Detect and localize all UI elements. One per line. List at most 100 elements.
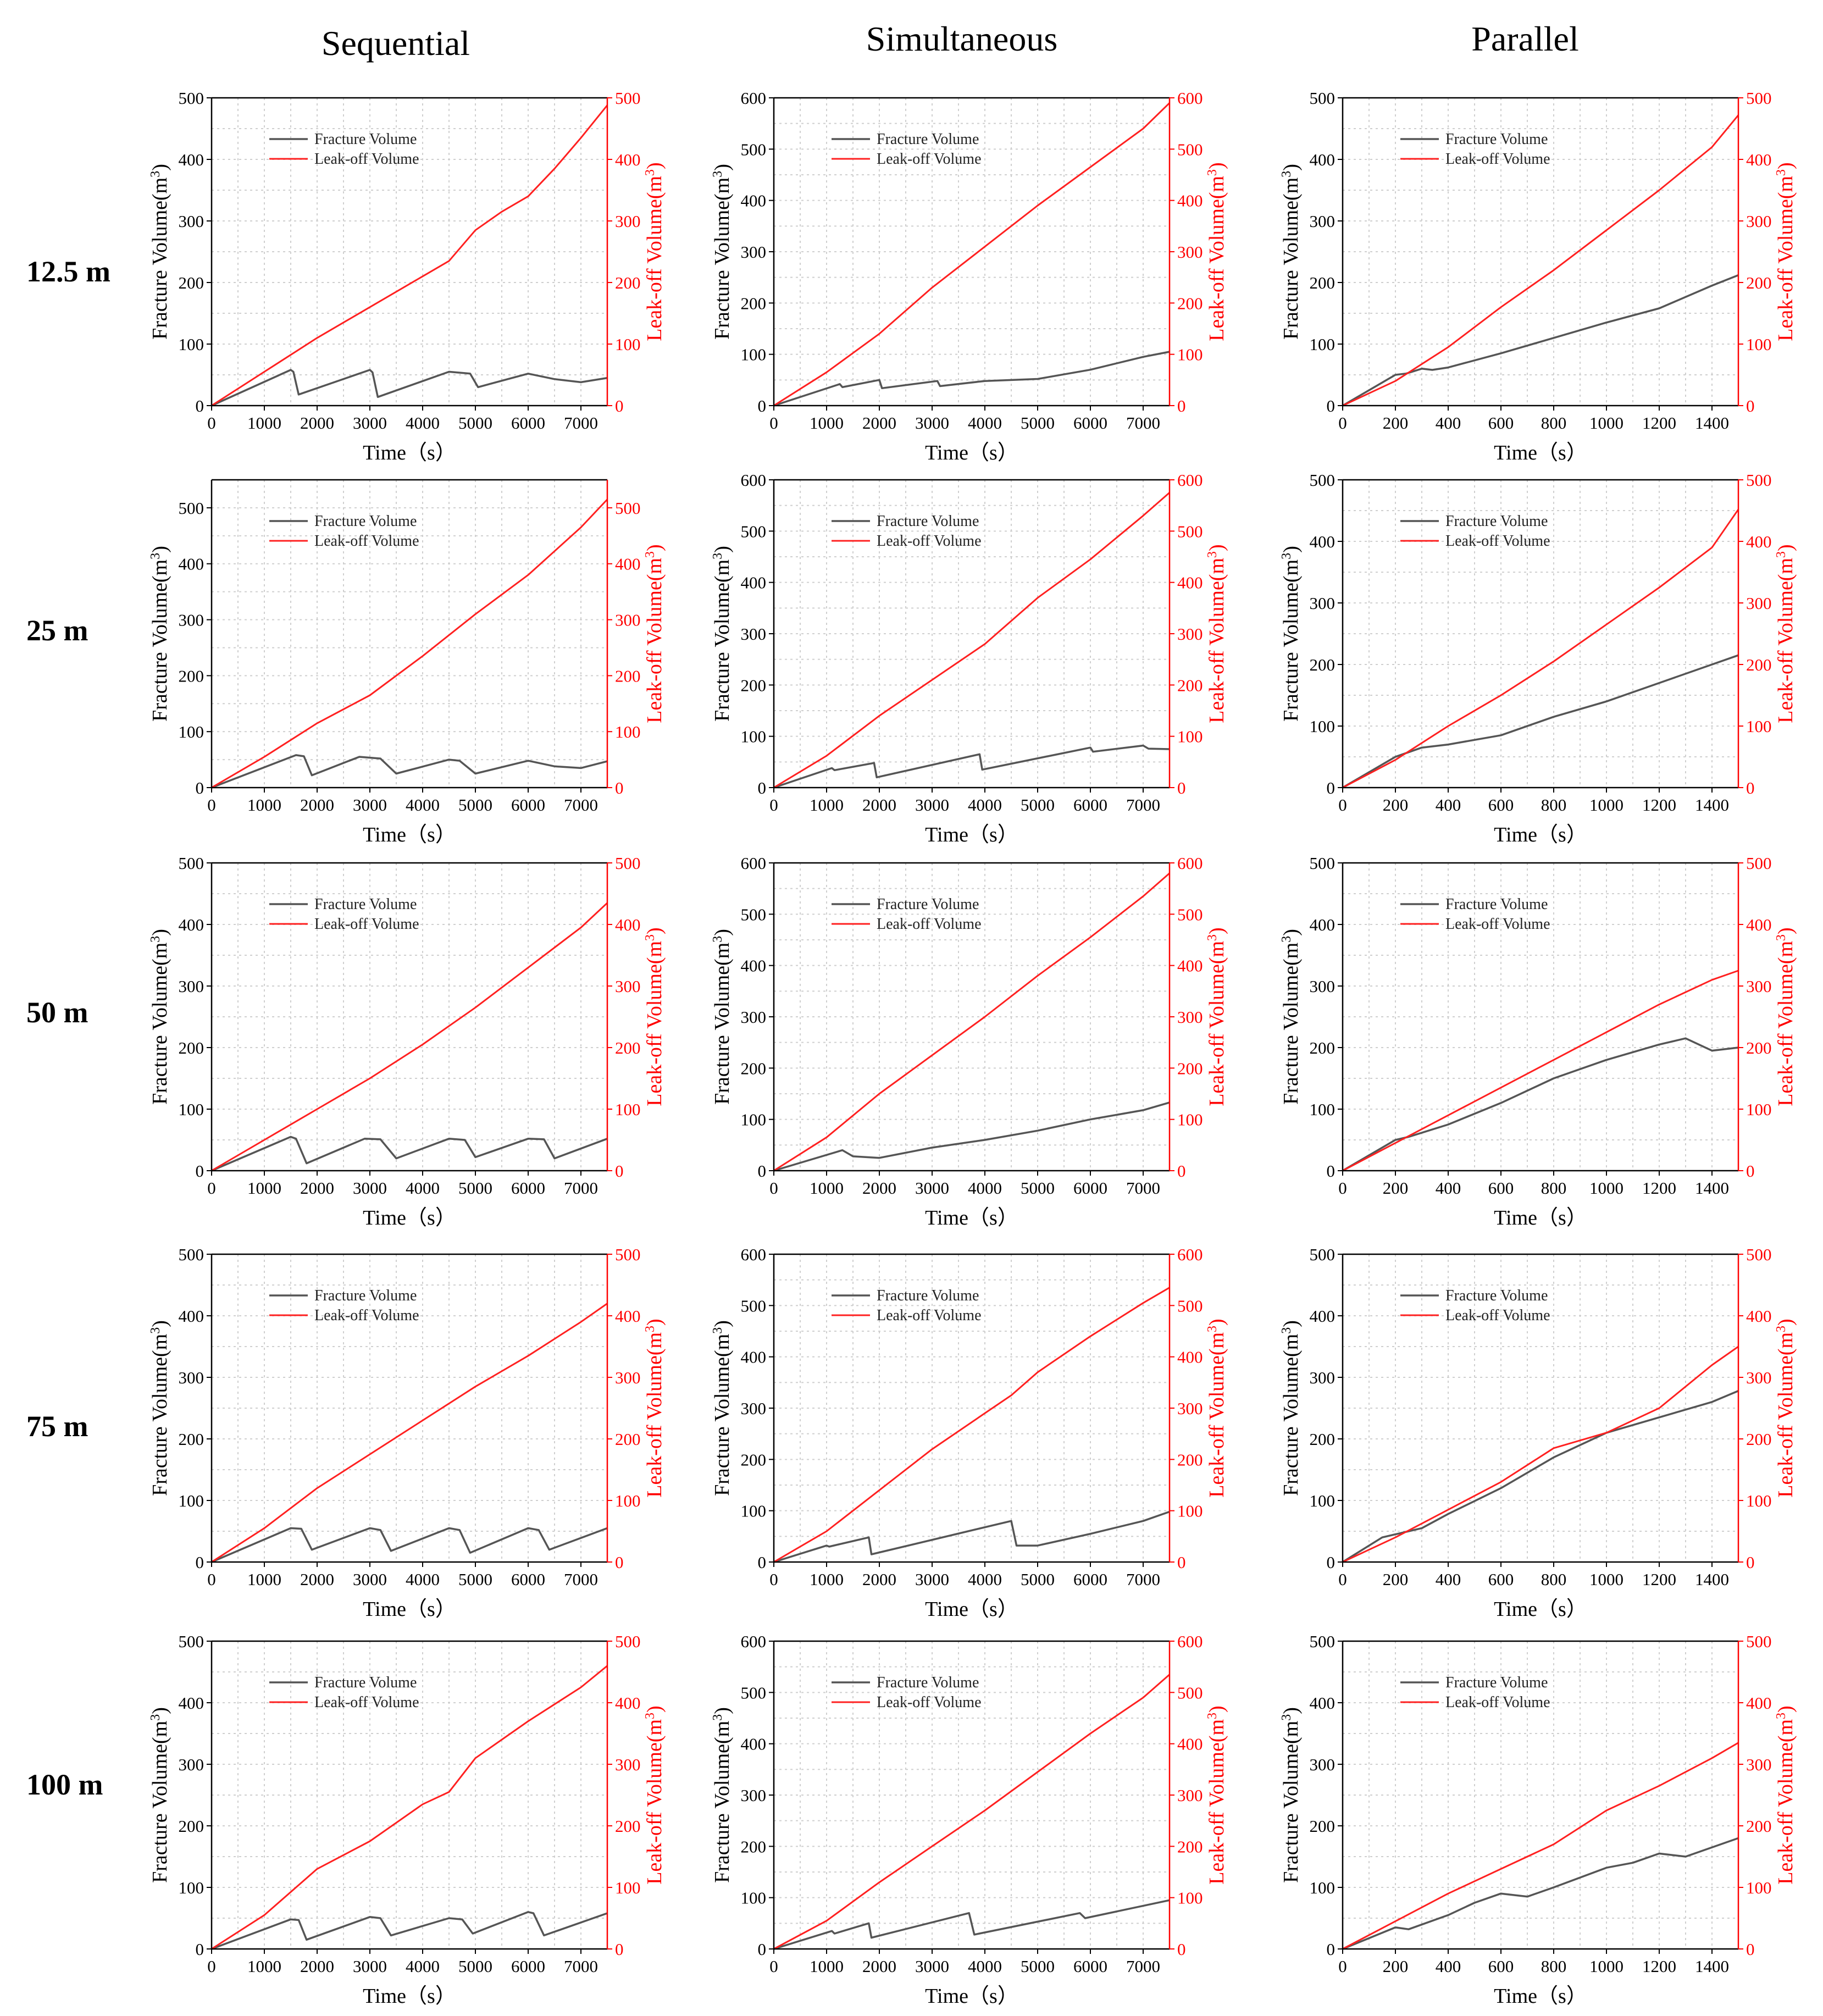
y2-axis-title: Leak-off Volume(m3) (1774, 162, 1797, 341)
series-line-leak-off-volume (211, 902, 608, 1172)
x-tick-label: 7000 (1126, 795, 1160, 815)
y2-tick-label: 400 (1177, 1348, 1203, 1367)
series-line-fracture-volume (773, 1101, 1170, 1172)
y-tick-label: 600 (741, 1632, 767, 1651)
y2-axis-title: Leak-off Volume(m3) (1774, 927, 1797, 1106)
x-tick-label: 800 (1541, 1570, 1567, 1589)
x-tick-label: 400 (1436, 413, 1461, 433)
y2-tick-label: 400 (1746, 532, 1772, 551)
column-title-sequential: Sequential (322, 24, 470, 63)
legend-label-fracture-volume: Fracture Volume (1445, 896, 1548, 913)
x-tick-label: 0 (1338, 1957, 1347, 1976)
y2-tick-label: 500 (615, 1632, 641, 1651)
x-tick-label: 1000 (247, 795, 281, 815)
x-tick-label: 1000 (810, 1570, 844, 1589)
y2-tick-label: 300 (1177, 242, 1203, 262)
x-tick-label: 4000 (968, 795, 1002, 815)
y2-tick-label: 300 (1177, 1399, 1203, 1418)
legend-label-leak-off-volume: Leak-off Volume (1445, 916, 1550, 933)
legend-label-leak-off-volume: Leak-off Volume (314, 1694, 419, 1711)
y-axis-title: Fracture Volume(m3) (1279, 1707, 1303, 1883)
y-tick-label: 300 (741, 242, 767, 262)
series-line-leak-off-volume (773, 872, 1170, 1172)
y-tick-label: 100 (1310, 1100, 1336, 1119)
y-tick-label: 400 (741, 956, 767, 976)
chart-panel-parallel-25-m: 0 200 400 600 800 1000 1200 1400010020030040050… (1279, 470, 1797, 846)
legend-label-leak-off-volume: Leak-off Volume (877, 533, 982, 550)
y2-tick-label: 200 (1177, 293, 1203, 313)
y2-tick-label: 0 (615, 1161, 624, 1181)
y-tick-label: 500 (179, 499, 204, 518)
x-tick-label: 2000 (300, 1178, 334, 1198)
y-tick-label: 500 (741, 140, 767, 159)
x-tick-label: 4000 (406, 795, 440, 815)
y2-tick-label: 0 (1746, 1940, 1755, 1959)
legend-label-fracture-volume: Fracture Volume (1445, 131, 1548, 148)
y-axis-title: Fracture Volume(m3) (711, 1707, 734, 1883)
y-axis-title: Fracture Volume(m3) (148, 929, 171, 1105)
x-tick-label: 400 (1436, 795, 1461, 815)
x-tick-label: 1000 (1589, 795, 1623, 815)
y-axis-title: Fracture Volume(m3) (1279, 164, 1303, 340)
y-tick-label: 500 (741, 522, 767, 541)
legend-label-leak-off-volume: Leak-off Volume (877, 1694, 982, 1711)
y-tick-label: 400 (179, 1693, 204, 1713)
y-tick-label: 300 (1310, 977, 1336, 996)
y2-tick-label: 400 (1746, 1693, 1772, 1713)
y2-tick-label: 300 (1746, 977, 1772, 996)
y2-tick-label: 400 (615, 1306, 641, 1326)
y2-tick-label: 500 (615, 499, 641, 518)
series-line-fracture-volume (211, 1527, 608, 1563)
x-tick-label: 7000 (564, 413, 598, 433)
y2-tick-label: 100 (1177, 1502, 1203, 1521)
y-axis-title: Fracture Volume(m3) (148, 1320, 171, 1496)
x-tick-label: 4000 (968, 1570, 1002, 1589)
y2-tick-label: 200 (1746, 1816, 1772, 1836)
y2-tick-label: 300 (1746, 1368, 1772, 1387)
x-tick-label: 5000 (458, 1178, 492, 1198)
legend-label-leak-off-volume: Leak-off Volume (1445, 1307, 1550, 1324)
y-tick-label: 200 (1310, 1430, 1336, 1449)
x-tick-label: 1000 (1589, 413, 1623, 433)
y2-tick-label: 0 (1177, 1553, 1186, 1572)
y-axis-title: Fracture Volume(m3) (711, 164, 734, 340)
legend-label-fracture-volume: Fracture Volume (877, 1674, 979, 1691)
y2-tick-label: 100 (1177, 345, 1203, 364)
row-label-100m: 100 m (26, 1768, 103, 1801)
y2-tick-label: 500 (1177, 905, 1203, 924)
y2-axis-title: Leak-off Volume(m3) (643, 162, 666, 341)
y-tick-label: 500 (741, 905, 767, 924)
y2-tick-label: 300 (1746, 212, 1772, 231)
y2-tick-label: 0 (1177, 396, 1186, 416)
y-tick-label: 200 (741, 675, 767, 695)
y-tick-label: 0 (758, 1553, 767, 1572)
chart-panel-sequential-25-m: 0 1000 2000 3000 4000 5000 6000 700001002003004… (148, 479, 666, 846)
x-tick-label: 800 (1541, 413, 1567, 433)
y-tick-label: 100 (741, 1110, 767, 1129)
x-tick-label: 1400 (1695, 795, 1729, 815)
x-tick-label: 1000 (247, 1570, 281, 1589)
series-line-leak-off-volume (1342, 1742, 1739, 1950)
x-tick-label: 400 (1436, 1178, 1461, 1198)
y-axis-title: Fracture Volume(m3) (711, 929, 734, 1105)
series-line-leak-off-volume (773, 1287, 1170, 1563)
y-tick-label: 400 (1310, 150, 1336, 169)
y2-tick-label: 500 (1746, 470, 1772, 490)
x-tick-label: 200 (1383, 795, 1409, 815)
x-axis-title: Time（s） (1494, 1598, 1587, 1621)
y-tick-label: 500 (1310, 88, 1336, 108)
x-tick-label: 1000 (810, 413, 844, 433)
series-line-leak-off-volume (211, 104, 608, 407)
y-tick-label: 200 (1310, 1816, 1336, 1836)
x-tick-label: 2000 (862, 795, 896, 815)
chart-panel-parallel-50-m: 0 200 400 600 800 1000 1200 1400010020030040050… (1279, 854, 1797, 1229)
y2-tick-label: 400 (1746, 915, 1772, 934)
x-tick-label: 3000 (353, 413, 387, 433)
x-tick-label: 6000 (1073, 1570, 1107, 1589)
y-tick-label: 0 (196, 778, 204, 797)
y2-tick-label: 100 (615, 1878, 641, 1897)
y-tick-label: 300 (1310, 1368, 1336, 1387)
y-tick-label: 0 (758, 1161, 767, 1181)
y2-tick-label: 0 (1746, 396, 1755, 416)
